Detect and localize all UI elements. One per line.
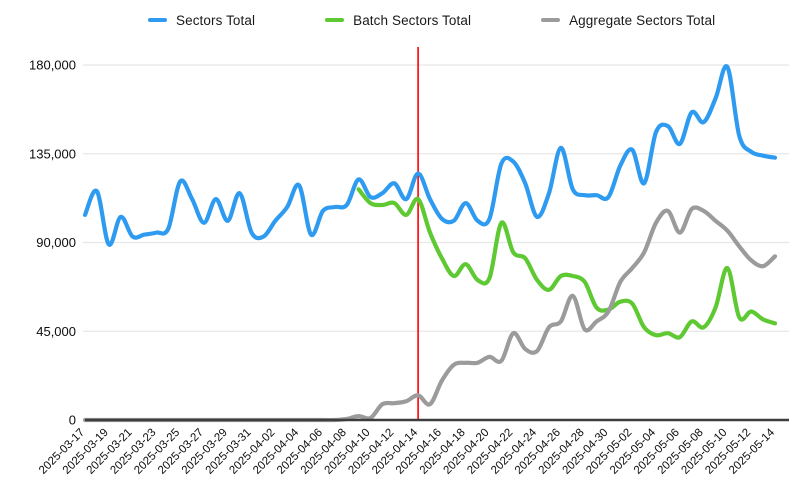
y-axis-tick-label: 0	[69, 413, 76, 428]
legend-dash-icon	[148, 18, 167, 22]
series-line-1	[356, 187, 778, 340]
y-axis-tick-label: 90,000	[36, 235, 76, 250]
y-axis-tick-label: 135,000	[29, 146, 76, 161]
legend-label: Aggregate Sectors Total	[569, 12, 716, 28]
chart-legend: Sectors Total Batch Sectors Total Aggregat…	[148, 10, 715, 30]
series-line-0	[82, 64, 778, 247]
series-line-2	[82, 205, 778, 423]
legend-item-1: Batch Sectors Total	[325, 13, 471, 28]
legend-item-2: Aggregate Sectors Total	[541, 13, 715, 28]
legend-dash-icon	[325, 18, 345, 22]
legend-label: Sectors Total	[176, 12, 256, 28]
legend-label: Batch Sectors Total	[353, 12, 472, 28]
y-axis-tick-label: 45,000	[36, 324, 76, 339]
y-axis-tick-label: 180,000	[29, 58, 76, 73]
legend-dash-icon	[541, 18, 561, 22]
legend-item-0: Sectors Total	[148, 13, 255, 28]
